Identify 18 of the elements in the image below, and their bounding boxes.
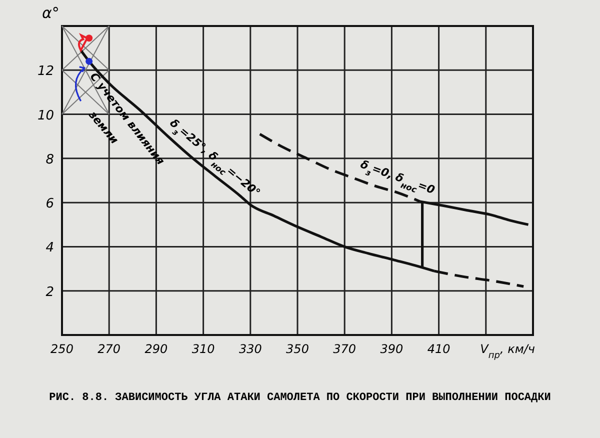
- x-tick-label: 370: [333, 342, 356, 356]
- x-tick-label: 410: [427, 342, 451, 356]
- x-tick-label: 270: [98, 342, 121, 356]
- y-tick-label: 8: [46, 152, 54, 168]
- y-axis-title: α°: [42, 4, 60, 22]
- x-tick-label: 290: [144, 342, 168, 356]
- y-tick-label: 2: [46, 284, 54, 300]
- x-tick-label: 390: [380, 342, 404, 356]
- x-tick-label: 350: [286, 342, 310, 356]
- y-tick-label: 4: [46, 240, 54, 256]
- x-tick-label: 330: [238, 342, 262, 356]
- x-tick-label: 250: [50, 342, 74, 356]
- y-tick-label: 12: [37, 64, 54, 80]
- y-tick-label: 10: [37, 108, 54, 124]
- y-tick-label: 6: [46, 196, 54, 212]
- x-tick-label: 310: [192, 342, 216, 356]
- text: РИС. 8.8. ЗАВИСИМОСТЬ УГЛА АТАКИ САМОЛЕТА ПО СКОРОСТИ ПРИ ВЫПОЛНЕНИИ ПОСАДКИ: [49, 392, 551, 404]
- x-axis-title: V$_{пр}$, км/ч: [480, 342, 535, 361]
